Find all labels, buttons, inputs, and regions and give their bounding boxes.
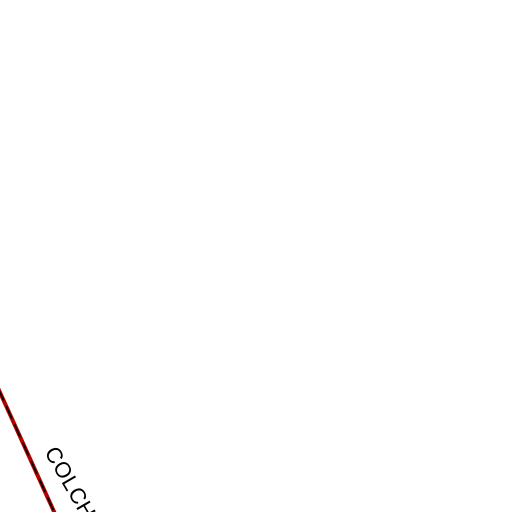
boundary-line <box>0 387 58 517</box>
boundary-dash-overlay <box>0 390 57 517</box>
